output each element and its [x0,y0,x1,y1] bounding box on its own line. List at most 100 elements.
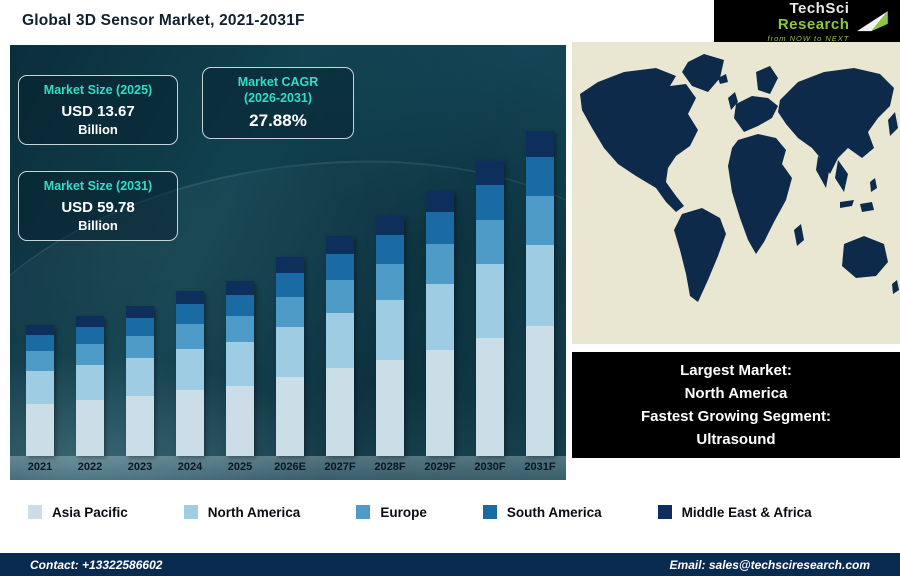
bar-segment-asia-pacific [526,326,554,456]
bar-segment-europe [326,280,354,313]
stat-box-market-size-2025: Market Size (2025) USD 13.67 Billion [18,75,178,145]
bar-segment-asia-pacific [76,400,104,456]
market-highlight-box: Largest Market: North America Fastest Gr… [572,352,900,458]
bar-2028f: 2028F [368,216,412,480]
bar-2024: 2024 [168,291,212,480]
bar-segment-europe [176,324,204,349]
legend-swatch-south-america [482,505,497,519]
logo-brand-secondary: Research [777,16,850,34]
map-india [816,156,830,188]
bar-segment-asia-pacific [126,396,154,456]
bar-segment-south-america [426,212,454,244]
bar-segment-middle-east-africa [426,191,454,212]
bar-segment-north-america [26,371,54,404]
legend-label-europe: Europe [380,504,427,520]
x-axis-label-2025: 2025 [227,461,253,473]
bar-2023: 2023 [118,306,162,480]
bar-segment-europe [26,351,54,371]
highlight-line: Largest Market: [680,361,792,379]
map-indonesia [840,200,874,212]
map-southeast-asia [835,160,848,192]
bar-segment-asia-pacific [176,390,204,456]
bar-segment-north-america [426,284,454,350]
x-axis-strip [10,456,566,480]
x-axis-label-2029f: 2029F [424,461,456,473]
logo-tagline: from NOW to NEXT [767,33,850,43]
bar-segment-europe [276,297,304,327]
stat-value: USD 13.67 [61,102,135,120]
stacked-bar-chart: 2021 2022 2023 2024 2025 2026E 2027F 2028F 2029F… [18,45,562,480]
logo-arrow-icon [857,11,889,32]
stat-title: Market Size (2025) [43,83,153,97]
legend-item-south-america: South America [482,504,602,520]
map-asia [778,68,894,174]
footer-bar: Contact: +13322586602 Email: sales@techs… [0,550,900,576]
stat-value: 27.88% [249,111,307,131]
legend-item-asia-pacific: Asia Pacific [28,505,128,520]
bar-segment-south-america [476,185,504,220]
legend-label-north-america: North America [207,504,301,520]
stat-box-market-size-2031: Market Size (2031) USD 59.78 Billion [18,171,178,241]
bar-segment-asia-pacific [426,350,454,456]
bar-stack [376,216,404,456]
x-axis-label-2023: 2023 [127,461,153,473]
bar-stack [76,316,104,456]
bar-segment-south-america [526,157,554,196]
bar-segment-middle-east-africa [326,236,354,254]
map-europe [734,96,778,132]
bar-segment-middle-east-africa [376,216,404,235]
bar-segment-middle-east-africa [476,161,504,185]
stat-value: USD 59.78 [61,198,135,216]
map-australia [842,236,888,278]
map-iceland [718,74,728,84]
legend-swatch-middle-east-africa [657,505,672,519]
map-madagascar [794,224,804,246]
logo-brand-primary: TechSci [789,0,850,18]
bar-segment-europe [526,196,554,245]
stat-title: Market Size (2031) [43,179,153,193]
bar-segment-south-america [26,335,54,351]
map-scandinavia [756,66,778,94]
bar-segment-north-america [376,300,404,360]
legend-item-europe: Europe [356,505,427,520]
bar-segment-middle-east-africa [526,131,554,157]
bar-segment-middle-east-africa [26,325,54,335]
map-japan [888,112,898,136]
bar-2021: 2021 [18,325,62,480]
world-map-panel [572,42,900,344]
legend-item-north-america: North America [183,504,301,520]
bar-segment-europe [426,244,454,284]
x-axis-label-2021: 2021 [27,461,53,473]
bar-segment-north-america [476,264,504,338]
bar-segment-middle-east-africa [276,257,304,273]
bar-segment-north-america [276,327,304,377]
bar-segment-middle-east-africa [226,281,254,295]
stat-unit: Billion [78,121,118,137]
bar-stack [426,191,454,456]
map-greenland [682,54,724,92]
bar-segment-middle-east-africa [176,291,204,304]
stat-title: Market CAGR [237,75,319,89]
map-south-america [674,208,726,302]
bar-segment-europe [476,220,504,264]
bar-segment-asia-pacific [326,368,354,456]
bar-segment-middle-east-africa [126,306,154,318]
x-axis-label-2031f: 2031F [524,461,556,473]
bar-segment-south-america [176,304,204,324]
x-axis-label-2024: 2024 [177,461,203,473]
logo-brand: TechSci Research [726,1,849,33]
highlight-line: Fastest Growing Segment: [640,408,832,425]
bar-segment-south-america [76,327,104,344]
stat-box-market-cagr: Market CAGR (2026-2031) 27.88% [202,67,354,140]
bar-stack [26,325,54,456]
bar-stack [276,257,304,456]
bar-stack [476,161,504,456]
bar-stack [126,306,154,456]
highlight-line: Ultrasound [696,431,776,449]
bar-segment-south-america [326,254,354,280]
bar-2027f: 2027F [318,236,362,480]
bar-segment-north-america [226,342,254,386]
legend-label-south-america: South America [506,504,602,520]
bar-segment-north-america [326,313,354,368]
